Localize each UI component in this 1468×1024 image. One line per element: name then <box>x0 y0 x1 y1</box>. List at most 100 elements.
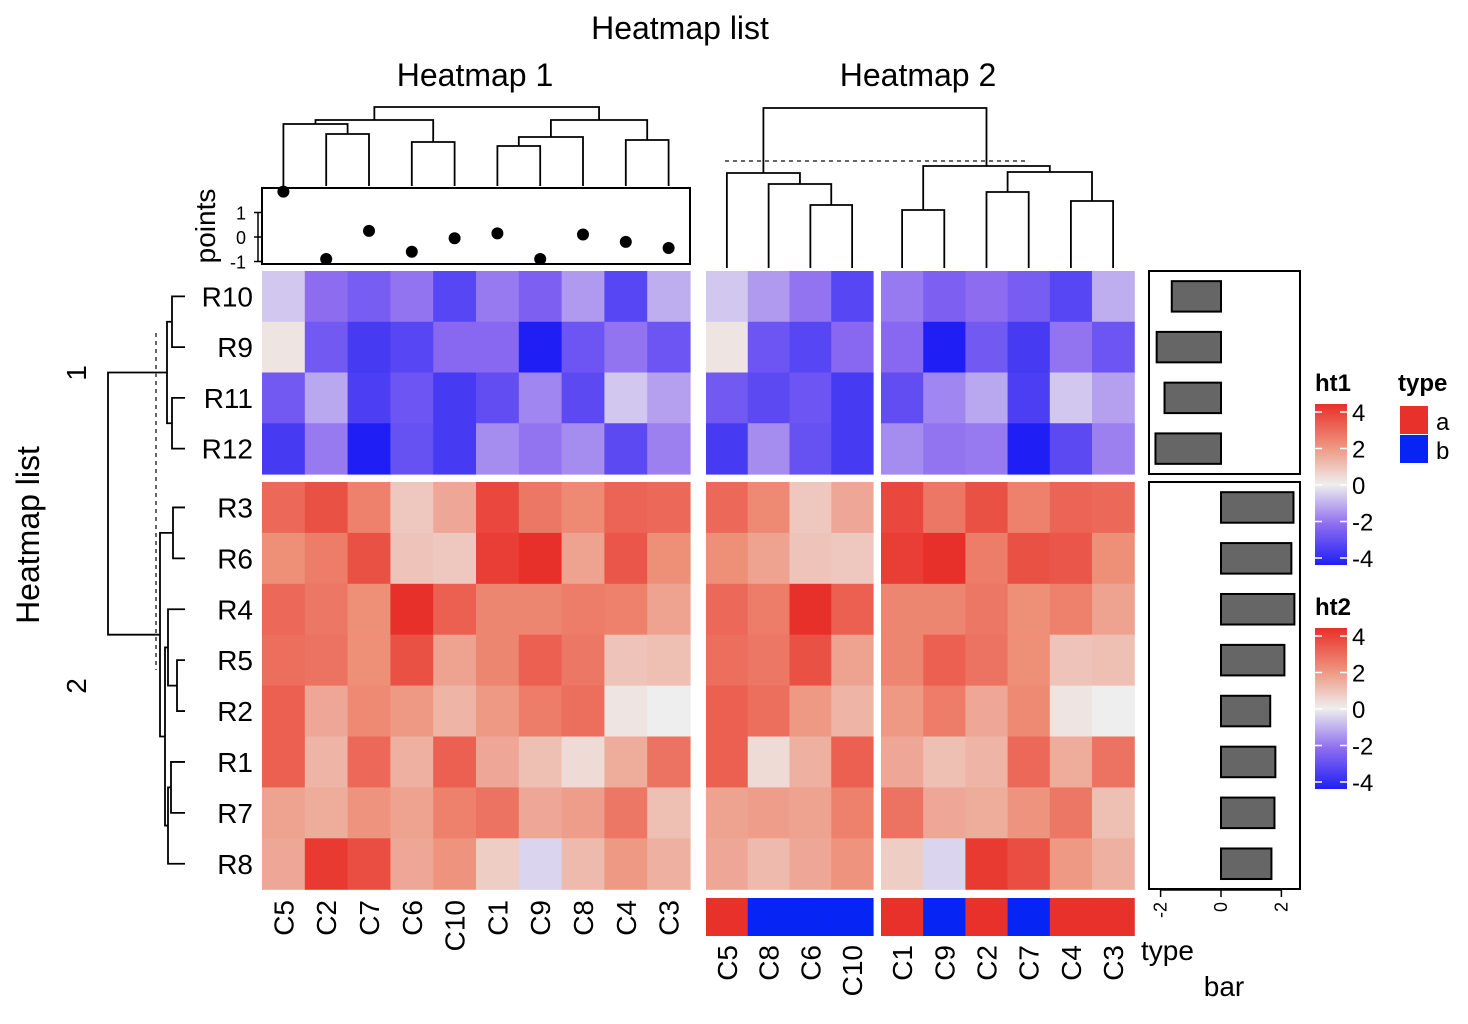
heatmap2-cell <box>706 372 749 424</box>
legend-type-swatch <box>1400 435 1428 463</box>
bar <box>1163 381 1222 415</box>
heatmap1-cell <box>390 532 434 585</box>
heatmap2-cell <box>706 736 749 788</box>
heatmap1-cell <box>518 685 563 738</box>
heatmap2-cell <box>965 482 1009 534</box>
heatmap2-cell <box>831 634 874 687</box>
heatmap2-cell <box>1092 634 1135 687</box>
heatmap1-cell <box>561 482 605 534</box>
heatmap2-cell <box>1092 532 1135 585</box>
heatmap1-cell <box>390 634 434 687</box>
heatmap1-cell <box>518 321 563 374</box>
heatmap1-cell <box>390 787 434 839</box>
heatmap1-cell <box>433 271 477 323</box>
heatmap1-cell <box>304 583 349 636</box>
heatmap1-column-label: C1 <box>482 900 513 936</box>
heatmap2-cell <box>706 583 749 636</box>
heatmap1-cell <box>647 423 691 475</box>
heatmap2-cell <box>1092 423 1135 475</box>
heatmap1-cell <box>304 482 349 534</box>
heatmap1-column-label: C5 <box>268 900 299 936</box>
heatmap1-cell <box>647 271 691 323</box>
heatmap2-cell <box>1092 482 1135 534</box>
heatmap1-cell <box>433 583 477 636</box>
heatmap2-cell <box>747 736 791 788</box>
heatmap2-column-dendrogram <box>985 191 1030 268</box>
heatmap1-cell <box>433 482 477 534</box>
heatmap2-cell <box>747 372 791 424</box>
heatmap1-cell <box>518 271 563 323</box>
heatmap2-cell <box>706 482 749 534</box>
heatmap2-column-dendrogram <box>725 172 801 268</box>
heatmap2-cell <box>1092 321 1135 374</box>
point <box>534 253 547 266</box>
point <box>363 224 375 237</box>
heatmap2-cell <box>1049 736 1093 788</box>
heatmap2-cell <box>965 271 1009 323</box>
heatmap1-cell <box>647 372 691 424</box>
heatmap1-cell <box>561 583 605 636</box>
heatmap2-cell <box>965 532 1009 585</box>
heatmap2-cell <box>923 583 966 636</box>
heatmap1-cell <box>262 532 306 585</box>
heatmap2-cell <box>789 583 832 636</box>
heatmap1-cell <box>561 423 605 475</box>
heatmap2-cell <box>831 838 874 890</box>
heatmap2-column-dendrogram <box>762 107 988 173</box>
legend-type-title: type <box>1398 370 1447 397</box>
heatmap1-cell <box>347 838 391 890</box>
heatmap1-cell <box>304 838 349 890</box>
type-annotation-cell <box>881 898 924 936</box>
heatmap2-cell <box>965 787 1009 839</box>
legend-ht1-label: 0 <box>1352 473 1365 500</box>
heatmap1-cell <box>347 736 391 788</box>
heatmap1-cell <box>304 271 349 323</box>
points-annotation-label: points <box>190 189 221 264</box>
heatmap1-cell <box>347 532 391 585</box>
heatmap1-cell <box>476 271 520 323</box>
bar <box>1220 847 1273 881</box>
type-annotation-cell <box>789 898 832 936</box>
heatmap1-cell <box>604 634 648 687</box>
legend-ht1-label: 2 <box>1352 437 1365 464</box>
point <box>491 227 504 240</box>
heatmap2-cell <box>747 532 791 585</box>
heatmap1-cell <box>604 787 648 839</box>
heatmap2-cell <box>965 634 1009 687</box>
heatmap2-cell <box>923 482 966 534</box>
heatmap1-cell <box>433 838 477 890</box>
heatmap2-cell <box>1007 271 1051 323</box>
heatmap2-cell <box>1049 271 1093 323</box>
point <box>577 228 589 241</box>
heatmap2-cell <box>747 423 791 475</box>
heatmap1-cell <box>561 532 605 585</box>
heatmap1-cell <box>647 482 691 534</box>
heatmap1-cell <box>476 787 520 839</box>
heatmap1-cell <box>476 736 520 788</box>
type-annotation-cell <box>923 898 966 936</box>
row-label: R7 <box>217 798 253 829</box>
heatmap1-cell <box>390 685 434 738</box>
heatmap2-cell <box>1092 583 1135 636</box>
heatmap1-cell <box>561 838 605 890</box>
heatmap2-cell <box>706 787 749 839</box>
point <box>277 185 290 198</box>
legend-ht2-label: -4 <box>1352 770 1373 797</box>
point <box>662 242 675 255</box>
heatmap2-cell <box>706 271 749 323</box>
heatmap1-cell <box>518 838 563 890</box>
heatmap1-cell <box>304 634 349 687</box>
heatmap2-cell <box>789 482 832 534</box>
heatmap1-cell <box>304 372 349 424</box>
heatmap2-cell <box>831 372 874 424</box>
heatmap2-cell <box>706 685 749 738</box>
heatmap2-cell <box>747 787 791 839</box>
heatmap2-cell <box>1049 321 1093 374</box>
heatmap2-cell <box>1092 271 1135 323</box>
heatmap2-cell <box>706 423 749 475</box>
legend-type-label: a <box>1436 409 1450 436</box>
heatmap1-cell <box>647 532 691 585</box>
heatmap2-cell <box>1007 685 1051 738</box>
heatmap2-cell <box>747 838 791 890</box>
